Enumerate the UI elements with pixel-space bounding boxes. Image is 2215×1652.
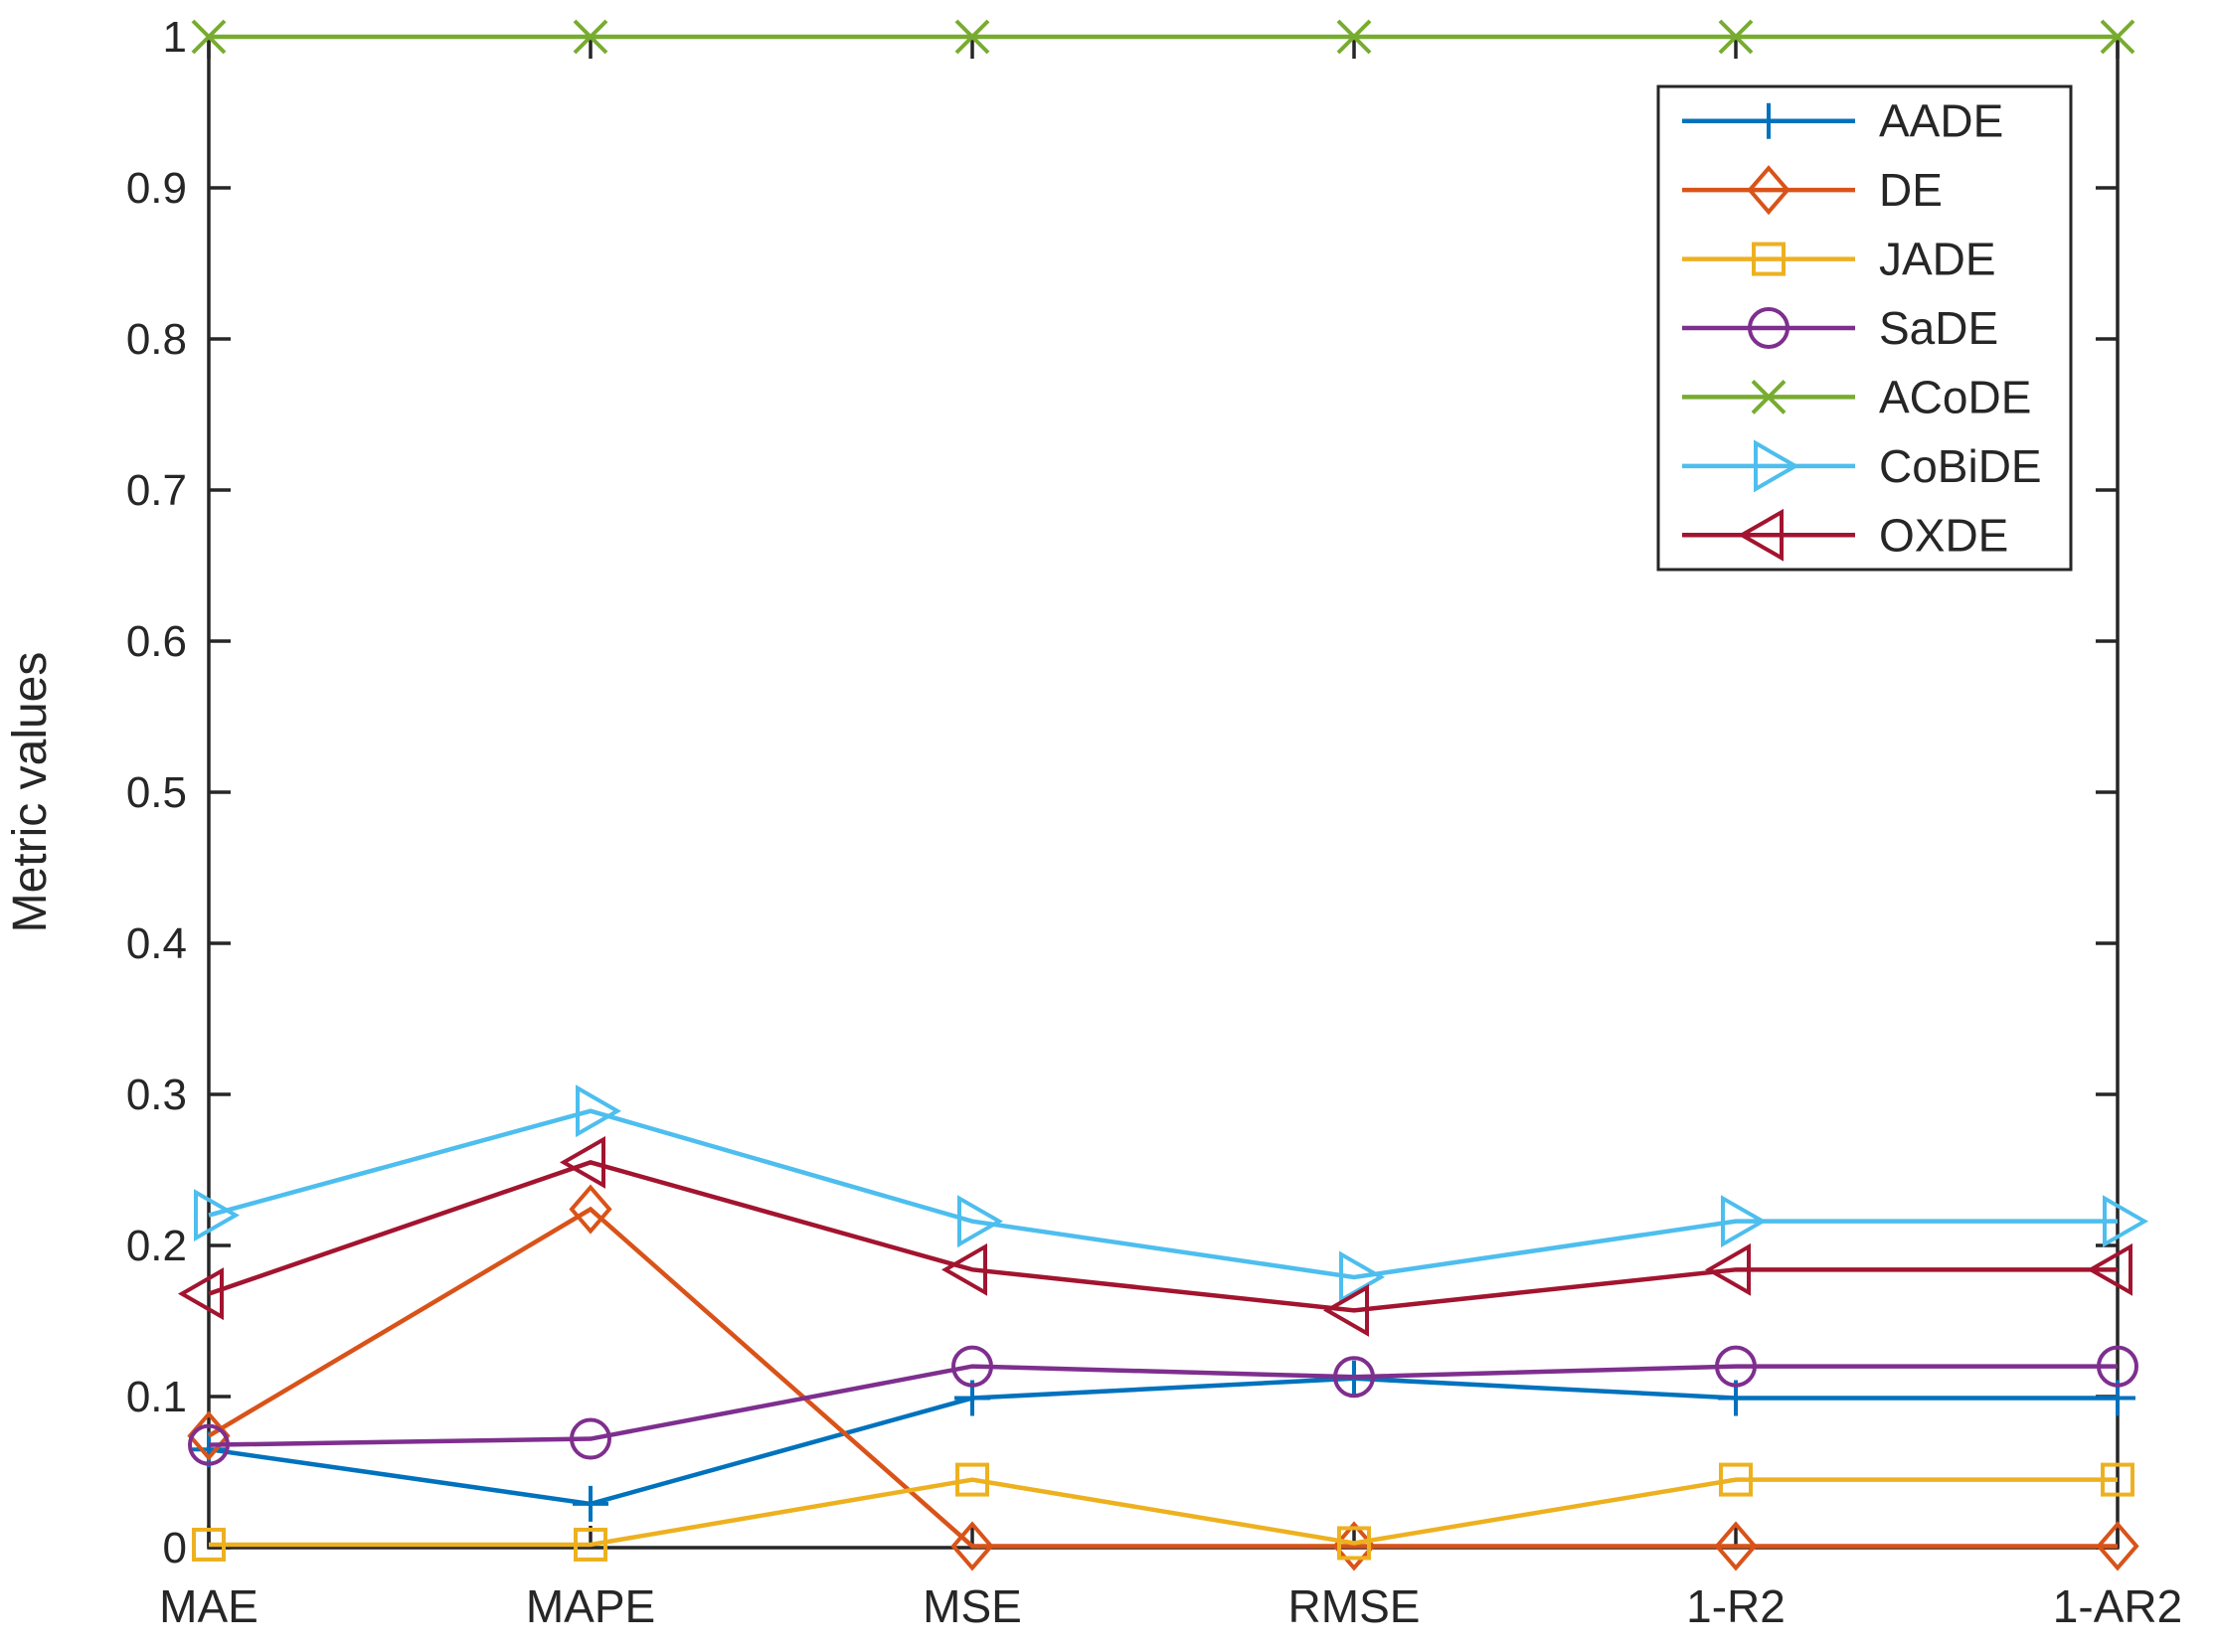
diamond-marker-icon (2096, 1521, 2139, 1571)
y-tick-label: 0.8 (126, 315, 187, 364)
plus-marker-icon (191, 1431, 227, 1468)
square-marker-icon (1337, 1526, 1371, 1561)
legend-item-JADE: JADE (1682, 234, 1996, 285)
y-tick-label: 0.1 (126, 1373, 187, 1421)
legend: AADE DE JADE SaDE ACoDE CoBiDE OXDE (1656, 84, 2073, 572)
diamond-marker-icon (950, 1521, 994, 1571)
series-ACoDE (191, 19, 2135, 55)
series-line-DE (207, 1206, 2118, 1549)
triangle-left-marker-icon (940, 1242, 987, 1296)
x-category-label: RMSE (1288, 1580, 1421, 1632)
y-tick-label: 0.6 (126, 617, 187, 666)
triangle-right-marker-icon (2103, 1195, 2149, 1248)
series-line-CoBiDE (208, 1108, 2118, 1280)
triangle-left-marker-icon (1704, 1242, 1751, 1296)
diamond-marker-icon (1714, 1521, 1758, 1571)
legend-label: ACoDE (1879, 371, 2031, 422)
series-line-OXDE (208, 1160, 2118, 1313)
legend-label: JADE (1879, 234, 1996, 285)
triangle-left-marker-icon (1737, 508, 1784, 562)
square-marker-icon (574, 1527, 607, 1562)
x-marker-icon (954, 19, 990, 55)
legend-item-SaDE: SaDE (1682, 302, 1998, 354)
square-marker-icon (1752, 242, 1786, 276)
legend-item-CoBiDE: CoBiDE (1682, 439, 2042, 493)
legend-label: OXDE (1879, 509, 2008, 561)
triangle-left-marker-icon (1322, 1283, 1369, 1337)
y-tick-label: 1 (163, 13, 187, 62)
diamond-marker-icon (1747, 165, 1790, 216)
legend-item-AADE: AADE (1682, 95, 2003, 147)
legend-label: AADE (1879, 95, 2003, 147)
x-marker-icon (573, 19, 608, 55)
square-marker-icon (2101, 1462, 2134, 1497)
circle-marker-icon (1715, 1345, 1757, 1388)
series-OXDE (177, 1135, 2132, 1337)
circle-marker-icon (951, 1345, 993, 1388)
x-category-label: MAPE (526, 1580, 655, 1632)
square-marker-icon (1719, 1462, 1753, 1497)
series-layer (177, 19, 2149, 1571)
label-layer: Metric values 0 0.1 0.2 0.3 0.4 0.5 0.6 0.7 0.8 0… (4, 13, 2182, 1632)
triangle-right-marker-icon (1721, 1195, 1768, 1248)
triangle-right-marker-icon (576, 1084, 622, 1138)
x-marker-icon (191, 19, 227, 55)
triangle-right-marker-icon (194, 1189, 241, 1242)
diamond-marker-icon (569, 1184, 612, 1235)
y-tick-label: 0.3 (126, 1071, 187, 1119)
legend-label: CoBiDE (1879, 440, 2042, 492)
legend-label: SaDE (1879, 302, 1998, 354)
series-line-AADE (208, 1376, 2118, 1507)
triangle-left-marker-icon (559, 1135, 605, 1189)
plus-marker-icon (573, 1485, 608, 1522)
x-category-label: 1-R2 (1686, 1580, 1786, 1632)
triangle-right-marker-icon (957, 1195, 1004, 1248)
x-category-label: MSE (923, 1580, 1022, 1632)
legend-item-OXDE: OXDE (1682, 508, 2008, 562)
circle-marker-icon (2097, 1345, 2138, 1388)
series-SaDE (188, 1345, 2138, 1466)
y-tick-label: 0.5 (126, 768, 187, 817)
y-axis-label: Metric values (4, 652, 57, 933)
legend-label: DE (1879, 164, 1943, 216)
square-marker-icon (192, 1527, 226, 1562)
triangle-left-marker-icon (177, 1267, 224, 1321)
triangle-right-marker-icon (1339, 1250, 1386, 1304)
plus-marker-icon (1751, 102, 1787, 139)
legend-item-ACoDE: ACoDE (1682, 371, 2031, 422)
series-line-JADE (209, 1477, 2118, 1548)
x-marker-icon (1336, 19, 1372, 55)
y-tick-label: 0.9 (126, 164, 187, 213)
series-CoBiDE (194, 1084, 2149, 1304)
triangle-left-marker-icon (2086, 1242, 2132, 1296)
series-JADE (192, 1462, 2134, 1562)
y-tick-label: 0 (163, 1524, 187, 1572)
legend-item-DE: DE (1682, 164, 1943, 216)
x-marker-icon (1718, 19, 1754, 55)
x-category-label: MAE (159, 1580, 258, 1632)
y-tick-label: 0.2 (126, 1222, 187, 1270)
x-marker-icon (2100, 19, 2135, 55)
x-category-label: 1-AR2 (2053, 1580, 2182, 1632)
circle-marker-icon (1333, 1356, 1375, 1399)
triangle-right-marker-icon (1754, 439, 1800, 493)
circle-marker-icon (188, 1423, 230, 1466)
series-line-SaDE (208, 1364, 2118, 1447)
circle-marker-icon (570, 1417, 611, 1460)
x-marker-icon (1751, 380, 1787, 414)
square-marker-icon (955, 1462, 989, 1497)
series-AADE (191, 1360, 2135, 1522)
y-tick-label: 0.4 (126, 919, 187, 968)
circle-marker-icon (1748, 307, 1789, 349)
y-tick-label: 0.7 (126, 466, 187, 515)
